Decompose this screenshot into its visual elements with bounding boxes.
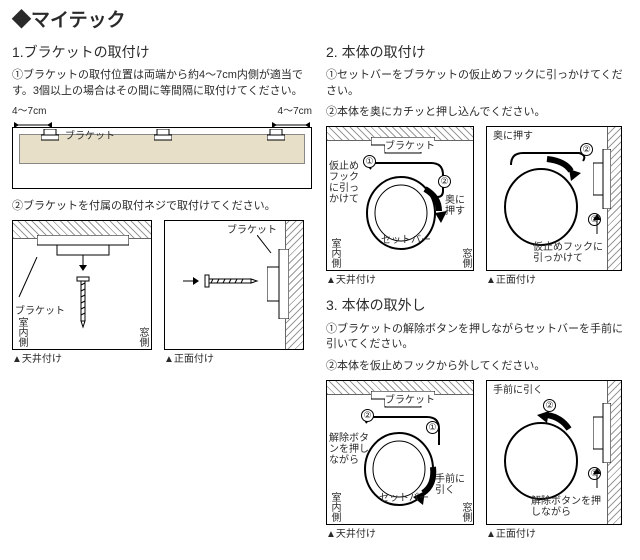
page-title: ◆マイテック [12,8,628,35]
fig4a: ブラケット ② ① 解除ボタンを押しながら セットバー 手前に引く 室内側 窓側 [326,380,474,525]
roller-icon [491,151,595,255]
fig2a-caption: ▲天井付け [12,353,152,367]
fig3a-setbar-label: セットバー [381,235,431,246]
screw-icon [75,255,91,329]
fig3a-hook-label: 仮止めフックに引っかけて [329,161,365,205]
screw-icon [183,273,263,289]
fig4b: 手前に引く ② ① 解除ボタンを押しながら [486,380,622,525]
fig4a-bracket-label: ブラケット [385,395,435,406]
fig4a-room-label: 室内側 [329,492,340,522]
fig3a-caption: ▲天井付け [326,274,474,288]
right-column: 2. 本体の取付け ①セットバーをブラケットの仮止めフックに引っかけてください。… [326,43,626,545]
fig2a-wrap: ブラケット 室内側 窓側 ▲天井付け [12,220,152,367]
fig2-row: ブラケット 室内側 窓側 ▲天井付け ブラケット ▲正面付け [12,220,312,367]
fig3b-push-label: 奥に押す [493,131,533,142]
fig1-dim-left: 4～7cm [12,105,46,119]
fig2a-window-label: 窓側 [137,327,148,347]
fig3b-hook-label: 仮止めフックに引っかけて [533,242,603,264]
fig4a-wrap: ブラケット ② ① 解除ボタンを押しながら セットバー 手前に引く 室内側 窓側 [326,380,474,542]
fig4b-release-label: 解除ボタンを押しながら [531,496,605,518]
fig4a-release-label: 解除ボタンを押しながら [329,433,371,466]
fig4-row: ブラケット ② ① 解除ボタンを押しながら セットバー 手前に引く 室内側 窓側 [326,380,626,542]
fig2a-bracket-label: ブラケット [15,306,65,317]
roller-icon [491,405,595,509]
fig2b-wrap: ブラケット ▲正面付け [164,220,304,367]
fig1-dim-right: 4～7cm [278,105,312,119]
fig4b-wrap: 手前に引く ② ① 解除ボタンを押しながら ▲正面付け [486,380,622,542]
fig1-bracket-label: ブラケット [65,131,115,142]
fig3a-window-label: 窓側 [460,248,471,268]
sec3-step2: ②本体を仮止めフックから外してください。 [326,359,626,374]
fig4a-pull-label: 手前に引く [435,474,469,496]
fig3b-caption: ▲正面付け [486,274,622,288]
fig3b-wrap: 奥に押す ② ① 仮止めフックに引っかけて ▲正面付け [486,126,622,288]
fig1: 4～7cm 4～7cm ブラケット [12,105,312,189]
fig3a-wrap: ブラケット 仮止めフックに引っかけて セットバー 奥に押す ① ② 室内側 窓側 [326,126,474,288]
sec3-heading: 3. 本体の取外し [326,296,626,316]
sec1-step1: ①ブラケットの取付位置は両端から約4～7cm内側が適当です。3個以上の場合はその… [12,68,312,99]
sec3-step1: ①ブラケットの解除ボタンを押しながらセットバーを手前に引いてください。 [326,322,626,353]
fig3-row: ブラケット 仮止めフックに引っかけて セットバー 奥に押す ① ② 室内側 窓側 [326,126,626,288]
fig4b-caption: ▲正面付け [486,528,622,542]
sec2-heading: 2. 本体の取付け [326,43,626,63]
fig3b: 奥に押す ② ① 仮止めフックに引っかけて [486,126,622,271]
sec2-step2: ②本体を奥にカチッと押し込んでください。 [326,105,626,120]
fig3a-room-label: 室内側 [329,238,340,268]
columns: 1.ブラケットの取付け ①ブラケットの取付位置は両端から約4～7cm内側が適当で… [12,43,628,545]
left-column: 1.ブラケットの取付け ①ブラケットの取付位置は両端から約4～7cm内側が適当で… [12,43,312,545]
fig2a-room-label: 室内側 [16,317,27,347]
fig4a-setbar-label: セットバー [379,493,429,504]
fig2b: ブラケット [164,220,304,350]
fig4a-caption: ▲天井付け [326,528,474,542]
fig3a-push-label: 奥に押す [445,195,469,217]
fig4b-pull-label: 手前に引く [493,385,543,396]
fig2a: ブラケット 室内側 窓側 [12,220,152,350]
sec1-step2: ②ブラケットを付属の取付ネジで取付けてください。 [12,199,312,214]
fig2b-caption: ▲正面付け [164,353,304,367]
sec2-step1: ①セットバーをブラケットの仮止めフックに引っかけてください。 [326,68,626,99]
fig4a-window-label: 窓側 [460,502,471,522]
fig3a-bracket-label: ブラケット [385,141,435,152]
fig3a: ブラケット 仮止めフックに引っかけて セットバー 奥に押す ① ② 室内側 窓側 [326,126,474,271]
sec1-heading: 1.ブラケットの取付け [12,43,312,63]
